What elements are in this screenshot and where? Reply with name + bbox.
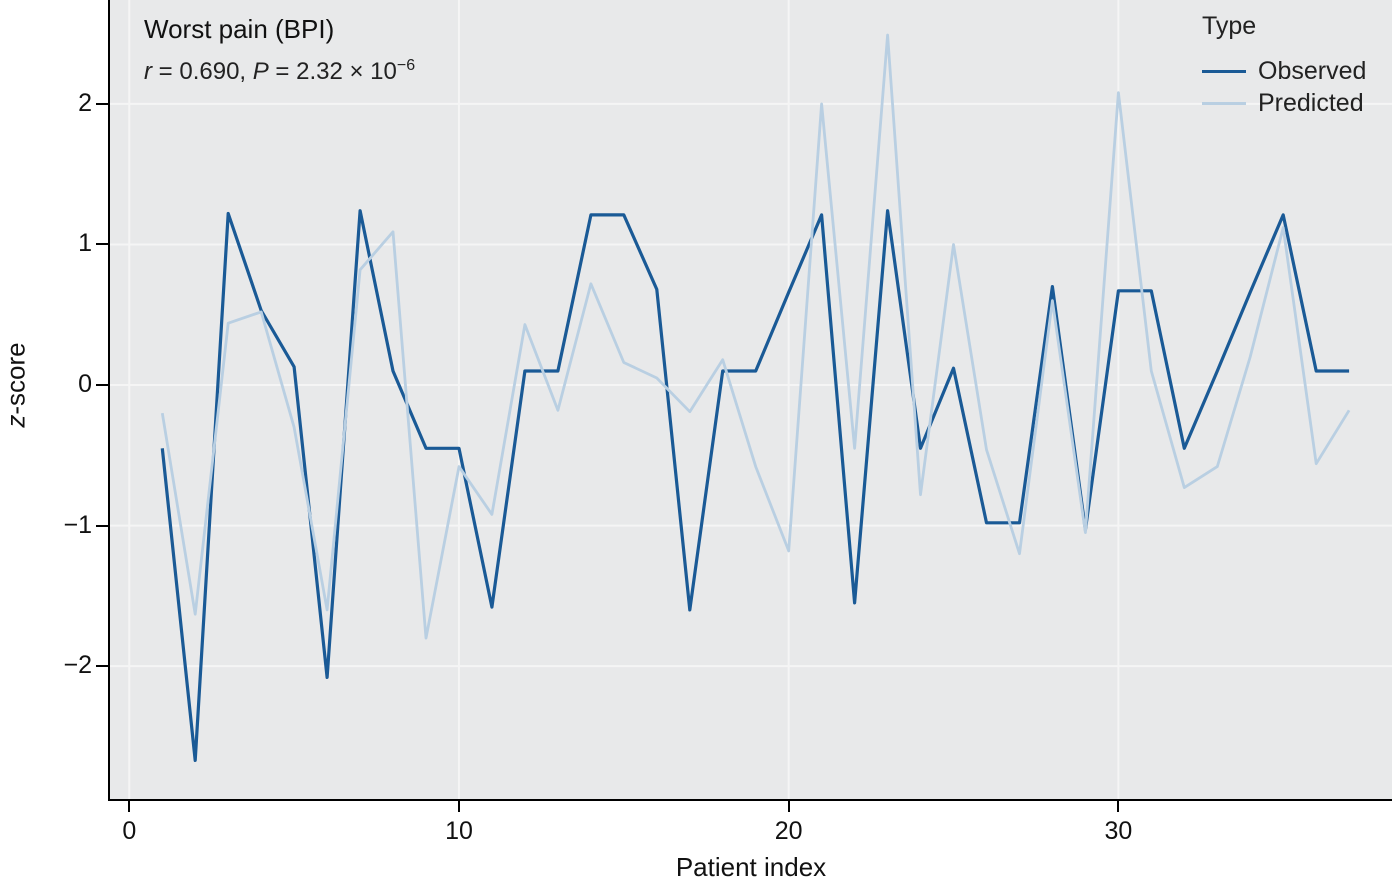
x-axis-title: Patient index	[675, 852, 827, 882]
y-axis-title: z-score	[1, 342, 32, 427]
y-axis-title-rest: -score	[0, 342, 31, 415]
x-tick-label: 30	[1104, 817, 1133, 845]
legend-title: Type	[1202, 12, 1257, 40]
y-tick-label: 2	[78, 88, 92, 117]
legend-entry-observed: Observed	[1202, 55, 1366, 87]
x-tick-label: 10	[445, 817, 473, 845]
x-tick-label: 20	[774, 817, 803, 845]
x-tick-mark	[457, 801, 460, 812]
y-tick-mark	[96, 102, 108, 105]
y-axis-title-z: z	[0, 414, 31, 428]
subtitle-p-value: = 2.32 × 10	[268, 58, 397, 85]
subtitle-p-symbol: P	[252, 58, 269, 85]
y-tick-label: −2	[63, 651, 92, 680]
x-tick-label: 0	[122, 817, 137, 845]
legend-entry-predicted: Predicted	[1202, 87, 1366, 119]
y-tick-label: 1	[78, 229, 92, 258]
subtitle-r-symbol: r	[144, 58, 152, 85]
subtitle-r-value: = 0.690,	[152, 58, 253, 85]
legend-label-predicted: Predicted	[1258, 88, 1364, 117]
predicted-line-swatch	[1202, 101, 1246, 105]
figure-subtitle: r = 0.690, P = 2.32 × 10−6	[144, 57, 415, 86]
x-tick-mark	[787, 801, 790, 812]
x-tick-mark	[128, 801, 131, 812]
y-tick-mark	[96, 524, 108, 527]
subtitle-p-exponent: −6	[396, 57, 416, 74]
legend-label-observed: Observed	[1258, 56, 1367, 85]
x-tick-mark	[1117, 801, 1120, 812]
y-tick-label: 0	[78, 370, 92, 399]
y-tick-mark	[96, 665, 108, 668]
y-tick-mark	[96, 243, 108, 246]
chart-panel	[110, 0, 1392, 800]
figure-title: Worst pain (BPI)	[144, 14, 335, 44]
observed-line-swatch	[1202, 69, 1246, 73]
x-axis-line	[108, 799, 1392, 801]
chart-svg	[110, 0, 1392, 800]
y-tick-mark	[96, 384, 108, 387]
y-axis-line	[108, 0, 110, 801]
legend: Type Observed Predicted	[1202, 12, 1366, 119]
y-tick-label: −1	[63, 510, 92, 539]
